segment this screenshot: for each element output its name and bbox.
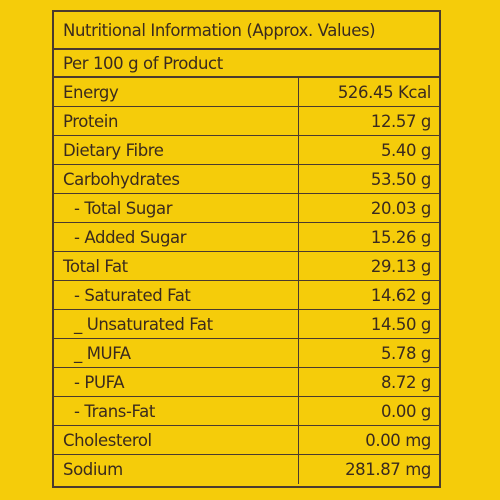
nutrition-table: Nutritional Information (Approx. Values)…: [52, 10, 441, 488]
table-row: - Total Sugar 20.03 g: [54, 194, 439, 223]
table-row: - Saturated Fat 14.62 g: [54, 281, 439, 310]
nutrient-value: 14.50 g: [370, 314, 432, 334]
nutrient-value: 526.45 Kcal: [337, 82, 432, 102]
nutrient-name: Protein: [54, 107, 299, 135]
nutrient-name: Sodium: [54, 455, 299, 484]
nutrient-value: 281.87 mg: [345, 460, 431, 479]
nutrient-name: - Trans-Fat: [54, 397, 299, 425]
nutrient-value: 8.72 g: [380, 372, 431, 392]
nutrient-name: - PUFA: [54, 368, 299, 396]
nutrient-name: _ MUFA: [54, 339, 299, 367]
nutrient-name: Energy: [54, 78, 299, 106]
nutrient-value: 12.57 g: [370, 111, 432, 131]
table-row: Dietary Fibre 5.40 g: [54, 136, 439, 165]
table-row: - Trans-Fat 0.00 g: [54, 397, 439, 426]
nutrient-value: 53.50 g: [370, 169, 432, 189]
nutrient-name: Dietary Fibre: [54, 136, 299, 164]
table-row: - PUFA 8.72 g: [54, 368, 439, 397]
nutrient-name: _ Unsaturated Fat: [54, 310, 299, 338]
nutrient-name: Carbohydrates: [54, 165, 299, 193]
table-row: Cholesterol 0.00 mg: [54, 426, 439, 455]
table-row: Total Fat 29.13 g: [54, 252, 439, 281]
table-row: Carbohydrates 53.50 g: [54, 165, 439, 194]
nutrient-value: 0.00 g: [380, 401, 431, 421]
nutrient-rows: Energy 526.45 Kcal Protein 12.57 g Dietary F…: [54, 78, 439, 484]
nutrient-name: - Saturated Fat: [54, 281, 299, 309]
nutrient-value: 5.78 g: [380, 343, 431, 363]
nutrient-name: - Total Sugar: [54, 194, 299, 222]
table-row: Protein 12.57 g: [54, 107, 439, 136]
table-row: _ MUFA 5.78 g: [54, 339, 439, 368]
nutrient-name: Cholesterol: [54, 426, 299, 454]
serving-size: Per 100 g of Product: [54, 50, 439, 78]
nutrient-value: 0.00 mg: [365, 430, 431, 450]
nutrient-value: 15.26 g: [370, 227, 432, 247]
nutrient-name: Total Fat: [54, 252, 299, 280]
nutrient-value: 20.03 g: [370, 198, 432, 218]
table-row: Energy 526.45 Kcal: [54, 78, 439, 107]
table-row: Sodium 281.87 mg: [54, 455, 439, 484]
nutrient-value: 14.62 g: [370, 285, 432, 305]
table-title: Nutritional Information (Approx. Values): [54, 12, 439, 50]
nutrient-value: 29.13 g: [370, 256, 432, 276]
table-row: - Added Sugar 15.26 g: [54, 223, 439, 252]
table-row: _ Unsaturated Fat 14.50 g: [54, 310, 439, 339]
nutrient-value: 5.40 g: [380, 140, 431, 160]
nutrient-name: - Added Sugar: [54, 223, 299, 251]
